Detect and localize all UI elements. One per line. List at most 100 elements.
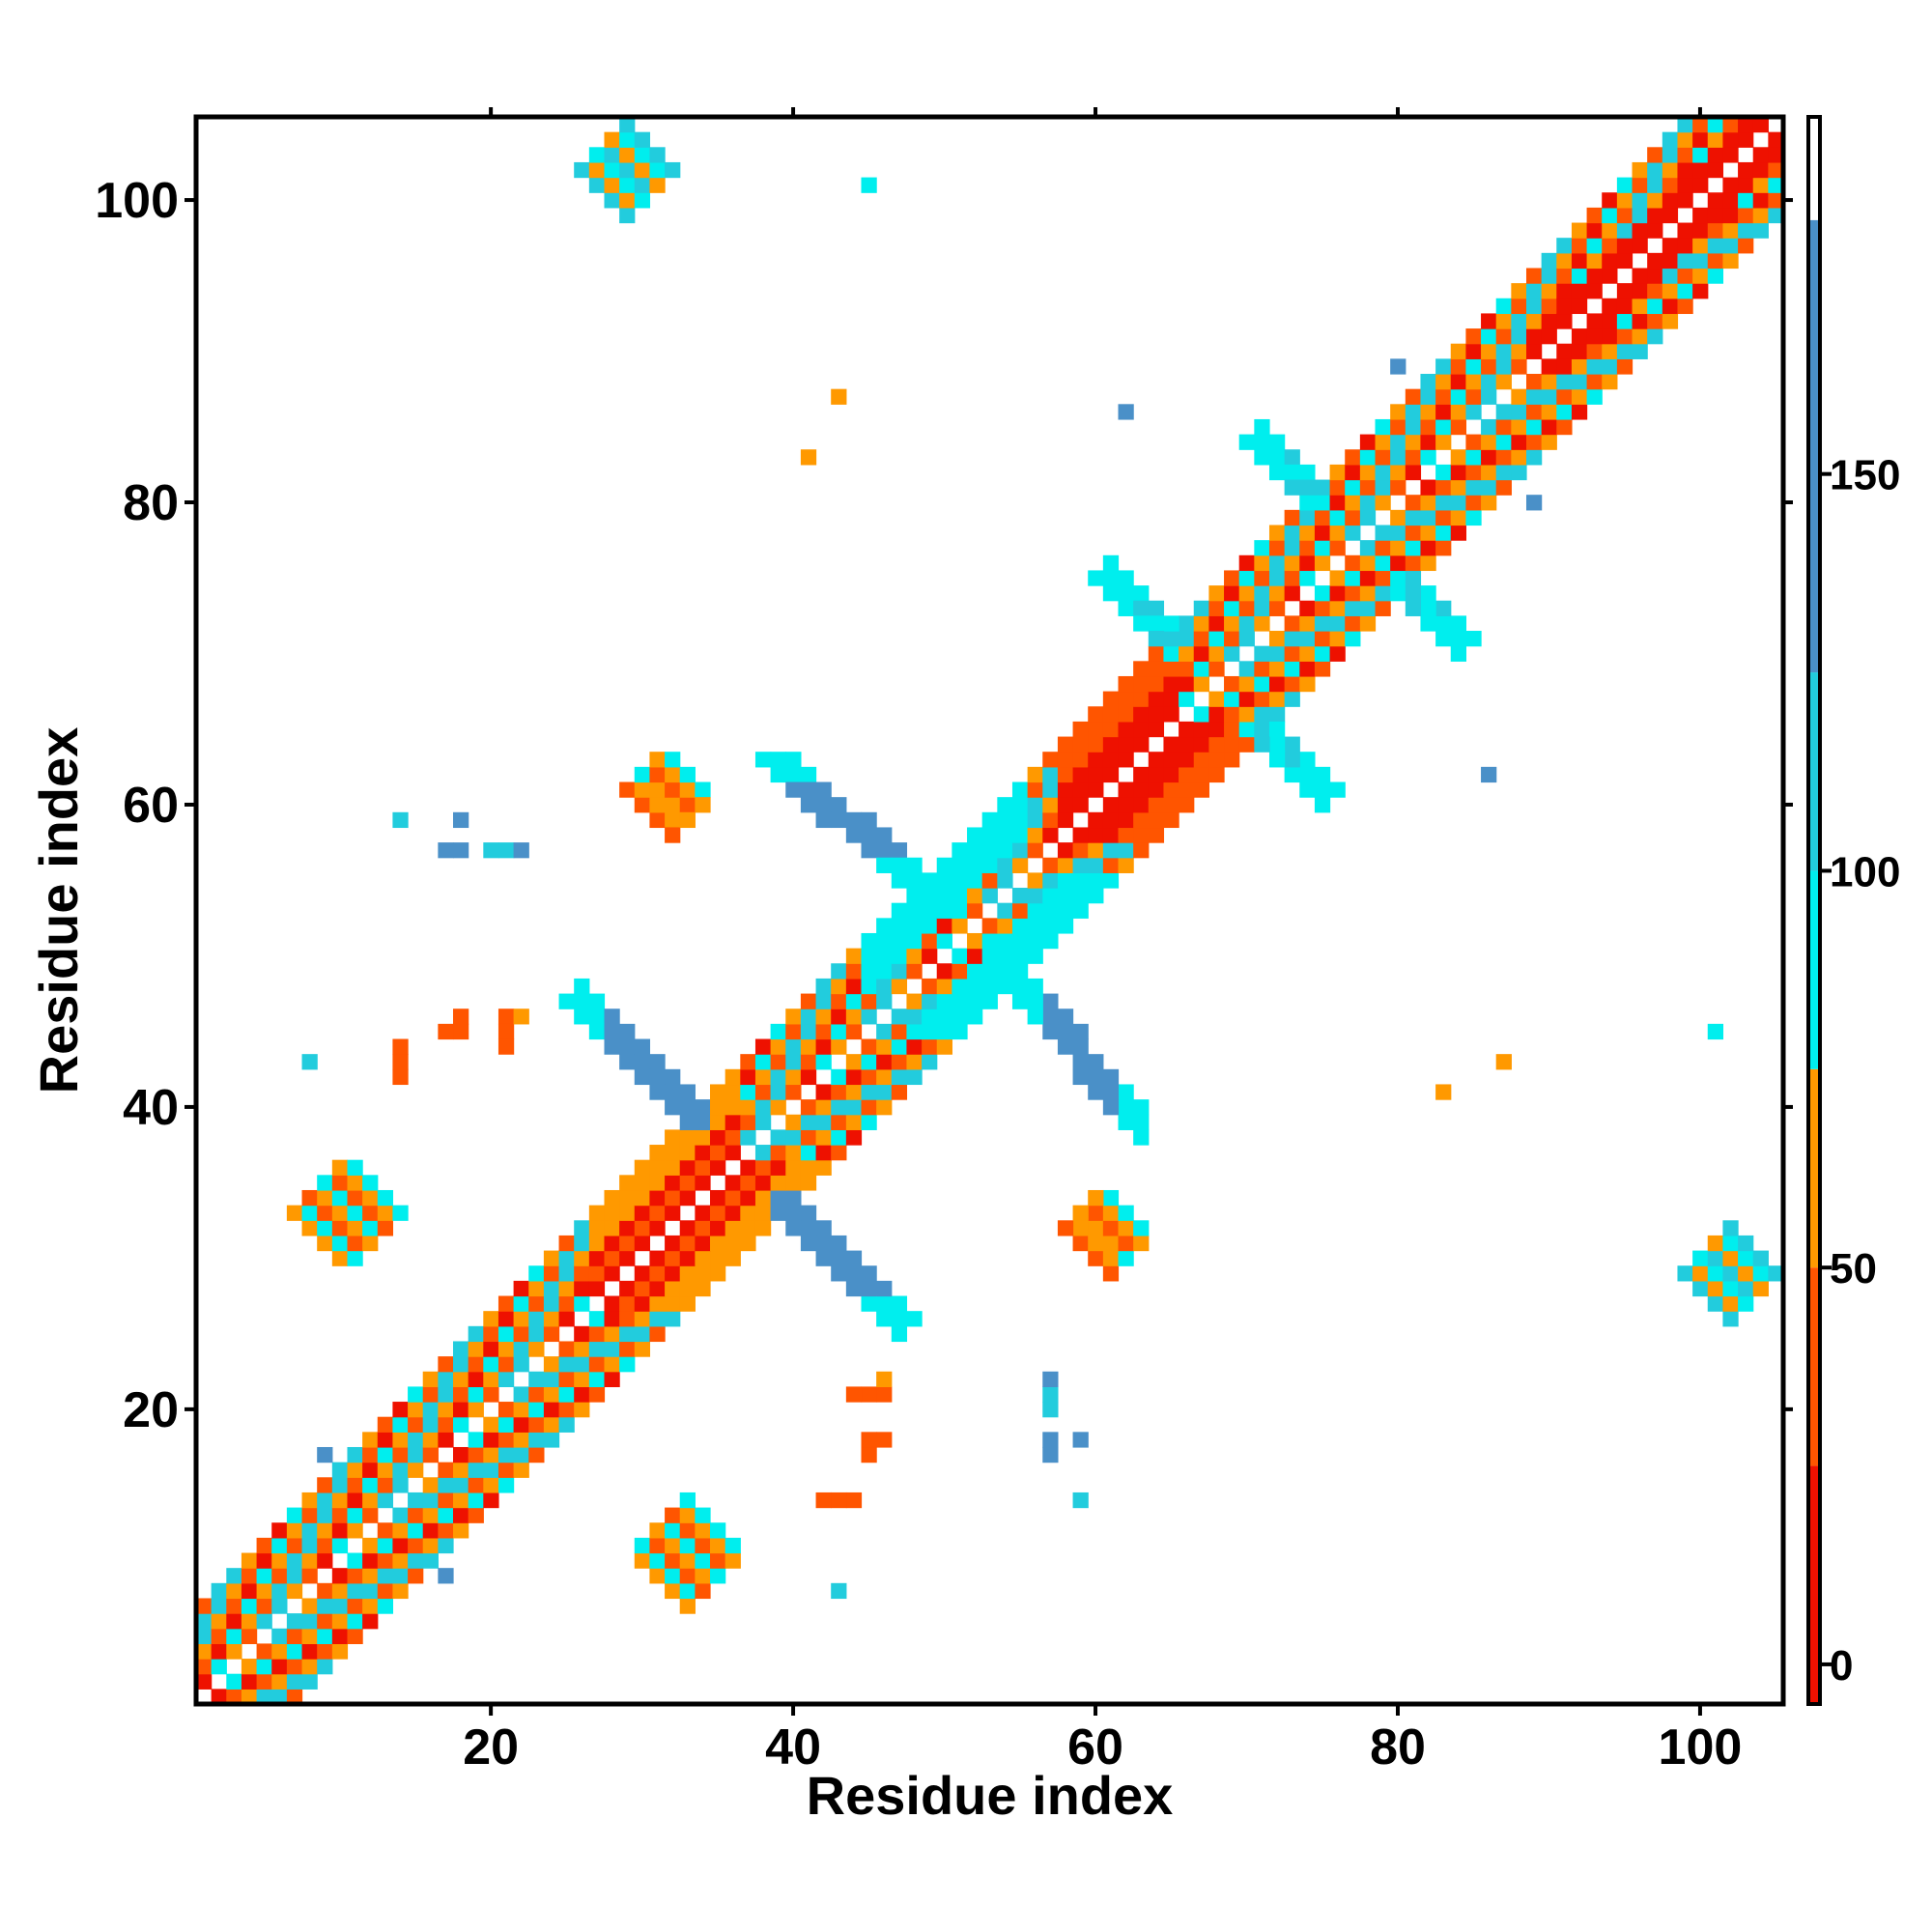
heatmap-cell — [453, 1462, 469, 1478]
heatmap-cell — [891, 1068, 908, 1086]
heatmap-cell — [1314, 797, 1331, 813]
heatmap-cell — [740, 1175, 756, 1191]
heatmap-cell — [317, 1477, 333, 1493]
heatmap-cell — [710, 1099, 726, 1116]
heatmap-cell — [408, 1552, 424, 1569]
heatmap-cell — [1511, 343, 1527, 359]
heatmap-cell — [997, 948, 1013, 964]
heatmap-cell — [317, 1643, 333, 1660]
heatmap-cell — [574, 1325, 590, 1343]
heatmap-cell — [740, 1159, 756, 1176]
heatmap-cell — [1148, 781, 1165, 798]
heatmap-cell — [1102, 842, 1120, 859]
heatmap-cell — [513, 1432, 529, 1448]
heatmap-cell — [710, 1568, 726, 1584]
heatmap-cell — [695, 1205, 711, 1221]
heatmap-cell — [906, 993, 923, 1009]
y-tick-label: 20 — [123, 1382, 179, 1438]
heatmap-cell — [347, 1189, 363, 1207]
heatmap-cell — [1722, 1220, 1739, 1236]
heatmap-cell — [800, 1159, 817, 1176]
heatmap-cell — [1238, 721, 1255, 738]
heatmap-cell — [1011, 918, 1029, 934]
heatmap-cell — [1677, 117, 1693, 133]
heatmap-cell — [1042, 1371, 1059, 1387]
heatmap-cell — [1571, 358, 1588, 375]
heatmap-cell — [1677, 147, 1693, 163]
heatmap-cell — [1133, 1114, 1150, 1130]
heatmap-cell — [1465, 509, 1482, 526]
heatmap-cell — [362, 1446, 379, 1463]
heatmap-cell — [588, 161, 606, 179]
heatmap-cell — [453, 1023, 469, 1040]
heatmap-cell — [1072, 872, 1089, 889]
heatmap-cell — [695, 1250, 711, 1266]
heatmap-cell — [317, 1492, 333, 1509]
heatmap-cell — [1057, 797, 1074, 813]
heatmap-cell — [679, 1099, 696, 1116]
heatmap-cell — [952, 993, 968, 1009]
heatmap-cell — [1450, 404, 1466, 420]
heatmap-cell — [1435, 434, 1452, 450]
heatmap-cell — [1450, 615, 1466, 632]
heatmap-cell — [1088, 1189, 1104, 1207]
heatmap-cell — [1042, 1009, 1059, 1025]
heatmap-cell — [226, 1689, 242, 1705]
heatmap-cell — [770, 1068, 786, 1086]
heatmap-cell — [831, 1084, 847, 1100]
heatmap-cell — [392, 1462, 409, 1478]
heatmap-cell — [1254, 675, 1270, 693]
heatmap-cell — [1118, 691, 1134, 707]
heatmap-cell — [1722, 1235, 1739, 1252]
heatmap-cell — [1722, 177, 1739, 193]
heatmap-cell — [543, 1432, 560, 1448]
heatmap-cell — [574, 1009, 590, 1025]
heatmap-cell — [331, 1598, 349, 1614]
heatmap-cell — [665, 1235, 681, 1252]
colorbar-tick-label: 150 — [1830, 452, 1900, 499]
heatmap-cell — [1345, 525, 1361, 541]
heatmap-cell — [468, 1371, 484, 1387]
heatmap-cell — [604, 177, 620, 193]
heatmap-cell — [1420, 495, 1436, 511]
heatmap-cell — [1738, 177, 1754, 193]
heatmap-cell — [1148, 752, 1165, 768]
heatmap-cell — [619, 781, 636, 798]
heatmap-cell — [377, 1552, 394, 1569]
heatmap-cell — [1072, 827, 1089, 843]
heatmap-cell — [286, 1613, 303, 1630]
heatmap-cell — [317, 1205, 333, 1221]
heatmap-cell — [1163, 766, 1179, 783]
heatmap-cell — [271, 1659, 288, 1675]
heatmap-cell — [1556, 418, 1573, 436]
heatmap-cell — [1420, 449, 1436, 466]
heatmap-cell — [1118, 404, 1134, 420]
heatmap-cell — [1632, 283, 1648, 299]
heatmap-cell — [1541, 268, 1557, 284]
heatmap-cell — [1179, 721, 1195, 738]
heatmap-cell — [1057, 1009, 1074, 1025]
heatmap-cell — [1450, 525, 1466, 541]
heatmap-cell — [1511, 298, 1527, 315]
heatmap-cell — [831, 1492, 847, 1509]
heatmap-cell — [1495, 374, 1512, 390]
heatmap-cell — [1238, 434, 1255, 450]
heatmap-cell — [1662, 147, 1679, 163]
heatmap-cell — [861, 1009, 877, 1025]
heatmap-cell — [665, 1189, 681, 1207]
heatmap-cell — [845, 1023, 863, 1040]
heatmap-cell — [1238, 570, 1255, 586]
heatmap-cell — [967, 963, 983, 980]
heatmap-cell — [497, 1295, 515, 1312]
heatmap-cell — [1632, 192, 1648, 209]
heatmap-cell — [679, 1145, 696, 1161]
heatmap-cell — [679, 1582, 696, 1600]
x-axis-title: Residue index — [807, 1765, 1174, 1826]
heatmap-cell — [1405, 388, 1422, 405]
heatmap-cell — [1541, 388, 1557, 405]
heatmap-cell — [1118, 842, 1134, 859]
heatmap-cell — [1133, 615, 1150, 632]
heatmap-cell — [906, 1038, 923, 1055]
heatmap-cell — [1647, 313, 1663, 329]
heatmap-cell — [588, 1371, 606, 1387]
